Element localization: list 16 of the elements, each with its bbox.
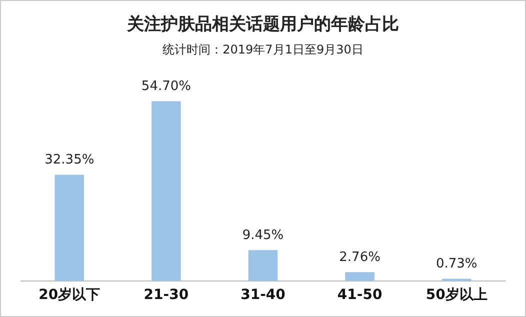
data-label: 54.70%: [141, 79, 191, 94]
x-tick-label: 31-40: [240, 287, 286, 304]
chart-title: 关注护肤品相关话题用户的年龄占比: [126, 14, 399, 35]
data-label: 0.73%: [436, 256, 478, 272]
data-label: 32.35%: [44, 152, 94, 168]
bar: [345, 272, 374, 282]
x-tick-label: 21-30: [144, 287, 189, 304]
bar: [152, 101, 181, 282]
bar: [54, 174, 84, 282]
x-tick-label: 41-50: [337, 287, 382, 304]
x-tick-label: 50岁以上: [426, 287, 488, 304]
chart-subtitle: 统计时间：2019年7月1日至9月30日: [162, 42, 364, 57]
data-label: 9.45%: [242, 228, 284, 243]
bar: [248, 250, 278, 282]
data-label: 2.76%: [339, 250, 380, 265]
x-tick-label: 20岁以下: [38, 287, 100, 304]
